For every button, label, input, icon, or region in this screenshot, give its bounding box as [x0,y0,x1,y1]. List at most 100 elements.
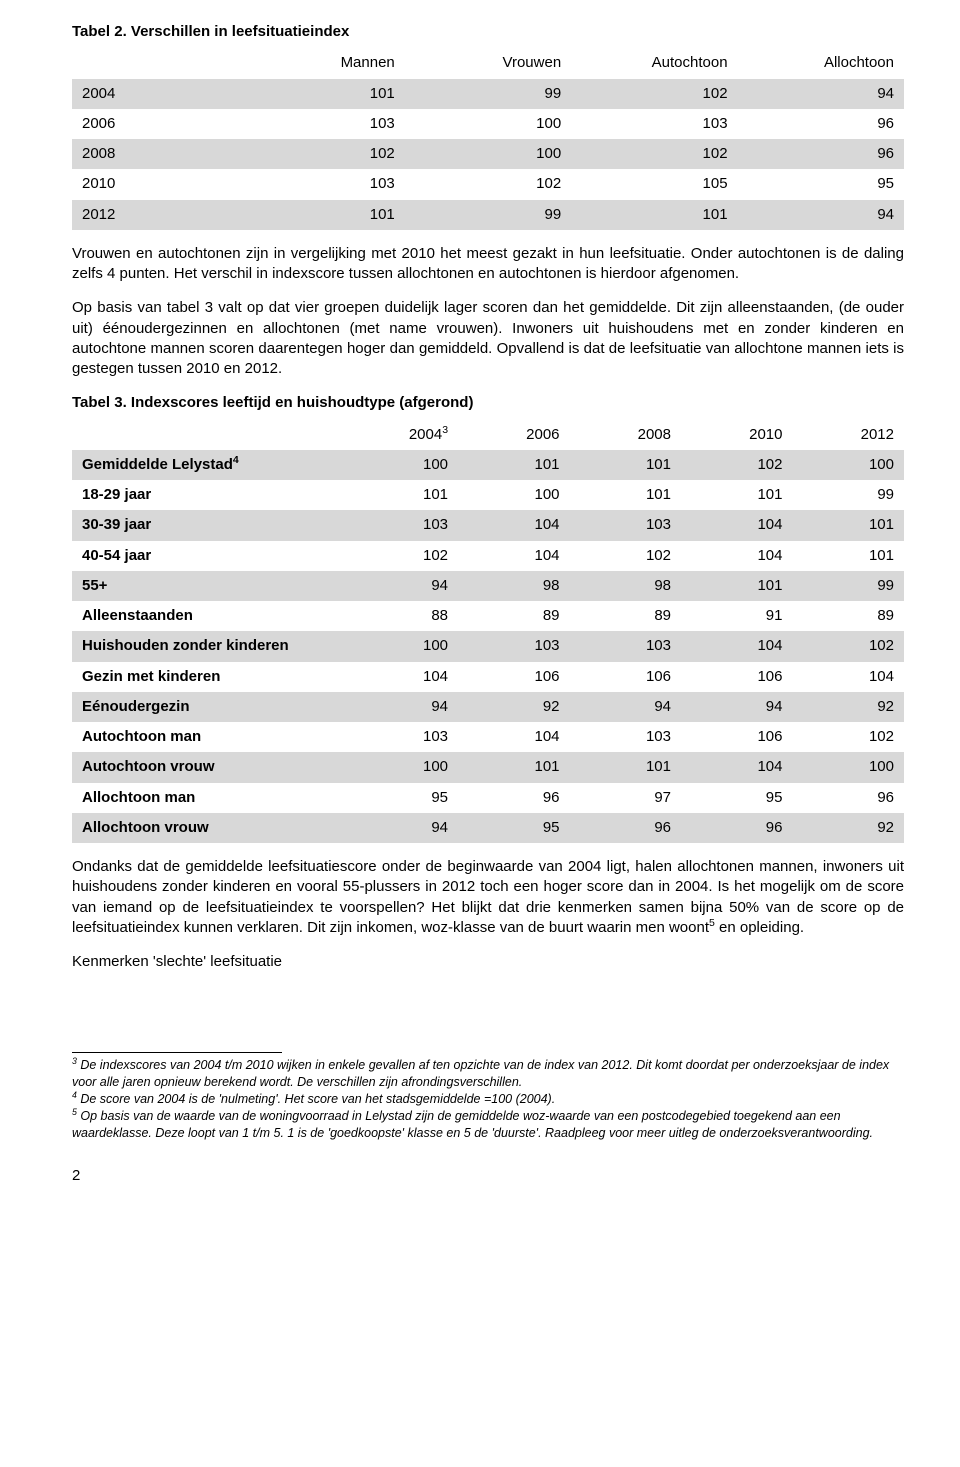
table-row: 30-39 jaar103104103104101 [72,510,904,540]
page-number: 2 [72,1166,904,1186]
table-cell: 96 [738,139,904,169]
table-cell: 100 [792,752,904,782]
table-row: 200810210010296 [72,139,904,169]
footnote: 5 Op basis van de waarde van de woningvo… [72,1108,904,1142]
table-cell: 99 [405,200,571,230]
table-cell: 94 [347,571,458,601]
table-cell: Allochtoon vrouw [72,813,347,843]
table-cell: 101 [681,571,792,601]
table-row: 20121019910194 [72,200,904,230]
table-cell: 101 [238,200,404,230]
table2-header-cell: Mannen [238,48,404,78]
page: Tabel 2. Verschillen in leefsituatieinde… [0,0,960,1216]
table-cell: Allochtoon man [72,783,347,813]
table-cell: 94 [681,692,792,722]
table-cell: 104 [792,662,904,692]
subheading: Kenmerken 'slechte' leefsituatie [72,952,904,972]
table-cell: 2010 [72,169,238,199]
table-cell: 96 [458,783,569,813]
table-row: Gezin met kinderen104106106106104 [72,662,904,692]
table-cell: 103 [347,510,458,540]
table-cell: 102 [681,450,792,480]
table-cell: 98 [570,571,681,601]
footnote: 4 De score van 2004 is de 'nulmeting'. H… [72,1091,904,1108]
table-cell: 88 [347,601,458,631]
table-cell: 92 [792,813,904,843]
table-cell: 96 [570,813,681,843]
table-cell: 102 [238,139,404,169]
table-cell: Eénoudergezin [72,692,347,722]
table-cell: Autochtoon vrouw [72,752,347,782]
table-cell: 103 [570,631,681,661]
table-cell: 100 [347,450,458,480]
table-cell: 102 [571,79,737,109]
table-cell: 99 [405,79,571,109]
table-cell: Huishouden zonder kinderen [72,631,347,661]
footnote: 3 De indexscores van 2004 t/m 2010 wijke… [72,1057,904,1091]
table-cell: 2012 [72,200,238,230]
table-row: 18-29 jaar10110010110199 [72,480,904,510]
table-cell: 96 [792,783,904,813]
table3-header-cell: 2012 [792,420,904,450]
table-cell: 55+ [72,571,347,601]
table-cell: 104 [681,541,792,571]
table-cell: 98 [458,571,569,601]
table-cell: 94 [738,79,904,109]
table-cell: 104 [681,631,792,661]
table-cell: 100 [792,450,904,480]
table-cell: 95 [347,783,458,813]
table-cell: 106 [458,662,569,692]
table-cell: 101 [458,752,569,782]
table-cell: 104 [458,722,569,752]
table-cell: 102 [571,139,737,169]
table-cell: 101 [570,450,681,480]
table-cell: 95 [458,813,569,843]
table-row: 201010310210595 [72,169,904,199]
table-cell: 106 [681,722,792,752]
table3-header-cell: 2008 [570,420,681,450]
table-cell: Gezin met kinderen [72,662,347,692]
table-row: 200610310010396 [72,109,904,139]
paragraph-2: Op basis van tabel 3 valt op dat vier gr… [72,298,904,379]
table-cell: 2008 [72,139,238,169]
table-cell: 91 [681,601,792,631]
table-cell: 99 [792,480,904,510]
table-cell: 100 [347,752,458,782]
table-row: Eénoudergezin9492949492 [72,692,904,722]
table-cell: 104 [458,510,569,540]
table-cell: Gemiddelde Lelystad4 [72,450,347,480]
table-cell: 106 [570,662,681,692]
table-cell: 102 [570,541,681,571]
table-cell: Autochtoon man [72,722,347,752]
table-cell: 103 [347,722,458,752]
table-cell: 101 [570,752,681,782]
table-cell: 105 [571,169,737,199]
table-cell: 97 [570,783,681,813]
table-cell: 103 [571,109,737,139]
table-row: 55+94989810199 [72,571,904,601]
table-cell: 92 [792,692,904,722]
table-row: Huishouden zonder kinderen10010310310410… [72,631,904,661]
table-cell: 101 [681,480,792,510]
table-cell: 94 [347,813,458,843]
table2: MannenVrouwenAutochtoonAllochtoon2004101… [72,48,904,230]
paragraph-1: Vrouwen en autochtonen zijn in vergelijk… [72,244,904,285]
table-cell: Alleenstaanden [72,601,347,631]
table-cell: 2004 [72,79,238,109]
table-cell: 40-54 jaar [72,541,347,571]
table-cell: 101 [570,480,681,510]
table-cell: 89 [458,601,569,631]
table-row: 40-54 jaar102104102104101 [72,541,904,571]
table-cell: 104 [458,541,569,571]
table-row: 20041019910294 [72,79,904,109]
table-cell: 94 [347,692,458,722]
table-cell: 89 [570,601,681,631]
table-cell: 101 [792,510,904,540]
table2-header-cell: Allochtoon [738,48,904,78]
table-cell: 102 [792,631,904,661]
table-cell: 103 [570,722,681,752]
table2-title: Tabel 2. Verschillen in leefsituatieinde… [72,22,904,42]
table-cell: 104 [347,662,458,692]
table-cell: 104 [681,752,792,782]
table-cell: 101 [792,541,904,571]
